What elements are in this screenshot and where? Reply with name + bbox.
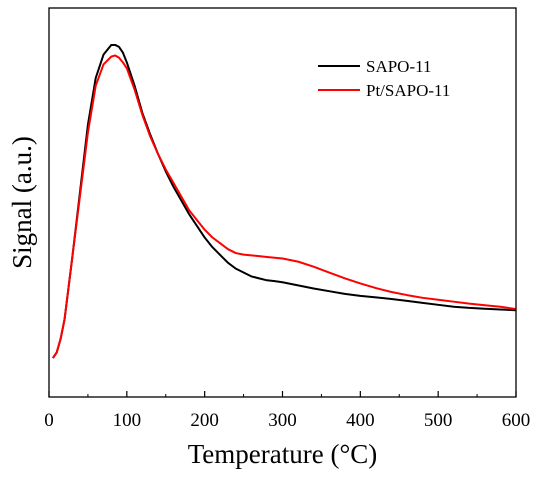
- x-tick-labels: 0 100 200 300 400 500 600: [44, 410, 530, 431]
- axis-ticks: [48, 391, 517, 397]
- legend-label: Pt/SAPO-11: [366, 81, 450, 100]
- plot-area: [52, 43, 517, 359]
- legend: SAPO-11 Pt/SAPO-11: [318, 57, 450, 100]
- x-tick-label-600: 600: [502, 410, 531, 431]
- legend-label: SAPO-11: [366, 57, 432, 76]
- y-axis-title: Signal (a.u.): [7, 136, 37, 269]
- x-tick-label-200: 200: [190, 410, 219, 431]
- x-axis-title: Temperature (°C): [188, 439, 378, 469]
- series-line-sapo-11: [52, 43, 517, 359]
- series-line-pt-sapo-11: [52, 54, 517, 359]
- x-tick-label-100: 100: [113, 410, 142, 431]
- x-tick-label-300: 300: [268, 410, 297, 431]
- x-tick-label-0: 0: [44, 410, 54, 431]
- x-tick-label-400: 400: [346, 410, 375, 431]
- x-tick-label-500: 500: [424, 410, 453, 431]
- plot-frame: [48, 7, 517, 398]
